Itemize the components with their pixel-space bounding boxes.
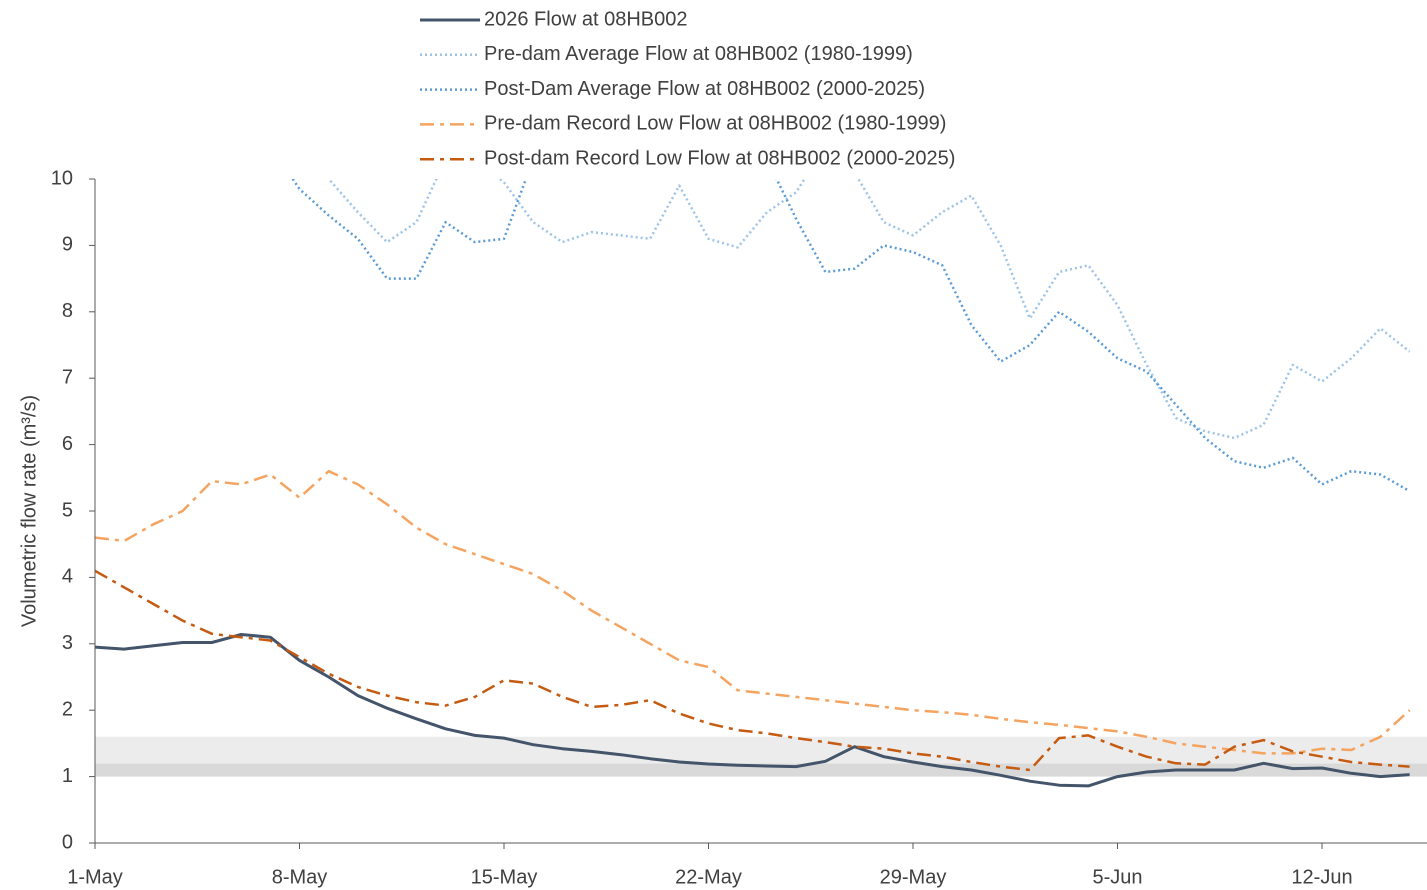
y-tick-label: 5 <box>62 499 73 521</box>
y-tick-label: 10 <box>51 167 73 189</box>
y-tick-label: 2 <box>62 698 73 720</box>
reference-band <box>95 736 1427 764</box>
y-tick-label: 0 <box>62 831 73 853</box>
series-line <box>95 569 1410 772</box>
series-line <box>95 633 1410 788</box>
y-tick-label: 1 <box>62 765 73 787</box>
x-tick-label: 5-Jun <box>1092 866 1142 888</box>
x-tick-label: 15-May <box>471 866 538 888</box>
x-tick-label: 12-Jun <box>1291 866 1352 888</box>
y-axis-title: Volumetric flow rate (m³/s) <box>18 395 40 627</box>
series-line <box>95 469 1411 755</box>
x-tick-label: 22-May <box>675 866 742 888</box>
x-tick-label: 29-May <box>880 866 947 888</box>
y-tick-label: 3 <box>62 632 73 654</box>
legend-label: 2026 Flow at 08HB002 <box>484 8 687 30</box>
y-tick-label: 9 <box>62 234 73 256</box>
legend-label: Pre-dam Average Flow at 08HB002 (1980-19… <box>484 43 913 65</box>
x-tick-label: 8-May <box>272 866 328 888</box>
y-tick-label: 7 <box>62 366 73 388</box>
series-line <box>291 179 1411 493</box>
y-tick-label: 4 <box>62 566 73 588</box>
plot-area <box>95 179 1427 788</box>
legend-label: Post-dam Record Low Flow at 08HB002 (200… <box>484 147 955 169</box>
legend-label: Post-Dam Average Flow at 08HB002 (2000-2… <box>484 78 925 100</box>
y-tick-label: 8 <box>62 300 73 322</box>
x-tick-label: 1-May <box>67 866 123 888</box>
y-tick-label: 6 <box>62 433 73 455</box>
legend-label: Pre-dam Record Low Flow at 08HB002 (1980… <box>484 113 946 135</box>
reference-band <box>95 763 1427 777</box>
